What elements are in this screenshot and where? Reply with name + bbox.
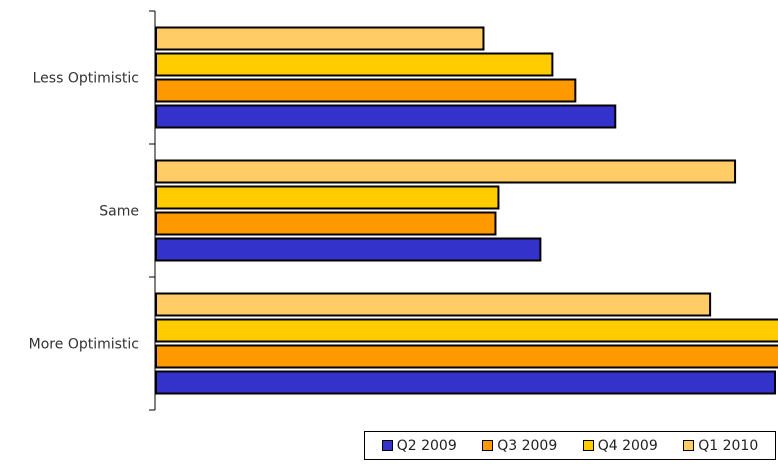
legend: Q2 2009 Q3 2009 Q4 2009 Q1 2010 (364, 431, 776, 460)
bar-q1-2010 (155, 159, 737, 184)
chart-axes (149, 10, 156, 411)
bar-q1-2010 (155, 26, 485, 51)
category-labels: Less Optimistic Same More Optimistic (29, 71, 139, 353)
legend-swatch (683, 440, 695, 451)
legend-label: Q1 2010 (698, 437, 759, 454)
legend-item: Q4 2009 (582, 437, 658, 454)
legend-item: Q2 2009 (381, 437, 457, 454)
legend-swatch (482, 440, 494, 451)
bar-q2-2009 (155, 237, 542, 262)
legend-swatch (582, 440, 594, 451)
bar-q4-2009 (155, 52, 554, 77)
legend-label: Q4 2009 (597, 437, 658, 454)
legend-swatch (381, 440, 393, 451)
bar-q4-2009 (155, 318, 778, 343)
legend-label: Q3 2009 (497, 437, 558, 454)
bar-q1-2010 (155, 292, 712, 317)
bar-q3-2009 (155, 344, 778, 369)
category-label: Same (99, 204, 139, 220)
legend-item: Q3 2009 (482, 438, 557, 454)
legend-item: Q1 2010 (683, 438, 758, 454)
legend-label: Q2 2009 (396, 437, 457, 454)
bar-q4-2009 (155, 185, 500, 210)
bar-q3-2009 (155, 78, 577, 103)
bar-q2-2009 (155, 370, 777, 395)
bar-q3-2009 (155, 211, 497, 236)
chart-bars (155, 26, 778, 395)
bar-q2-2009 (155, 104, 617, 129)
category-label: Less Optimistic (33, 71, 139, 87)
category-label: More Optimistic (29, 337, 139, 353)
